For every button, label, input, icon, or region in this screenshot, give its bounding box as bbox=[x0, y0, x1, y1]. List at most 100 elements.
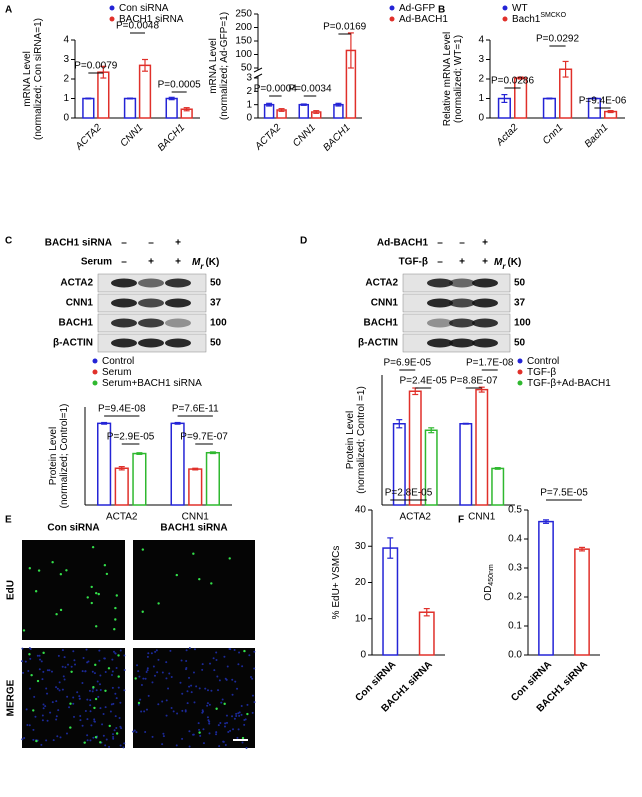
mr-unit: (K) bbox=[205, 257, 219, 268]
nucleus bbox=[218, 679, 221, 682]
p-value: P=2.9E-05 bbox=[107, 432, 155, 443]
error-bar bbox=[278, 108, 285, 112]
nucleus bbox=[23, 737, 26, 740]
error-bar bbox=[100, 65, 107, 79]
nucleus bbox=[253, 650, 256, 653]
nucleus bbox=[102, 734, 105, 737]
nucleus bbox=[86, 734, 89, 737]
error-bar bbox=[209, 451, 216, 455]
error-bar bbox=[591, 97, 598, 100]
error-bar bbox=[607, 109, 614, 114]
error-bar bbox=[118, 466, 125, 471]
nucleus bbox=[86, 718, 89, 721]
edu-dot bbox=[105, 572, 109, 576]
y-axis-label-line: mRNA Level bbox=[208, 38, 219, 94]
band-mw: 50 bbox=[210, 338, 222, 349]
nucleus bbox=[208, 732, 211, 735]
nucleus bbox=[55, 715, 58, 718]
band-mw: 100 bbox=[210, 318, 227, 329]
edu-dot bbox=[70, 670, 73, 673]
nucleus bbox=[143, 710, 146, 713]
nucleus bbox=[79, 714, 82, 717]
nucleus bbox=[145, 670, 148, 673]
nucleus bbox=[38, 654, 41, 657]
nucleus bbox=[237, 663, 240, 666]
nucleus bbox=[161, 671, 164, 674]
nucleus bbox=[63, 656, 66, 659]
nucleus bbox=[68, 706, 71, 709]
nucleus bbox=[185, 659, 188, 662]
nucleus bbox=[235, 712, 238, 715]
nucleus bbox=[46, 692, 49, 695]
nucleus bbox=[119, 725, 122, 728]
nucleus bbox=[81, 724, 84, 727]
condition-sign: + bbox=[482, 257, 488, 268]
panel-letter: B bbox=[438, 5, 445, 16]
condition-label: TGF-β bbox=[399, 257, 428, 268]
legend-marker bbox=[389, 16, 395, 22]
bar bbox=[574, 548, 590, 656]
nucleus bbox=[146, 669, 149, 672]
nucleus bbox=[140, 710, 143, 713]
nucleus bbox=[233, 717, 236, 720]
nucleus bbox=[104, 744, 107, 747]
nucleus bbox=[161, 743, 164, 746]
nucleus bbox=[233, 649, 236, 652]
edu-dot bbox=[215, 707, 218, 710]
nucleus bbox=[123, 742, 126, 745]
nucleus bbox=[221, 698, 224, 701]
error-bar bbox=[462, 422, 469, 425]
band-label: CNN1 bbox=[371, 298, 399, 309]
x-tick-label: Acta2 bbox=[494, 122, 521, 149]
edu-dot bbox=[92, 686, 95, 689]
nucleus bbox=[165, 699, 168, 702]
y-tick-label: 40 bbox=[355, 505, 367, 516]
nucleus bbox=[186, 690, 189, 693]
error-bar bbox=[494, 467, 501, 470]
nucleus bbox=[251, 694, 254, 697]
nucleus bbox=[192, 671, 195, 674]
blot-band bbox=[472, 318, 498, 328]
edu-dot bbox=[59, 572, 63, 576]
nucleus bbox=[165, 714, 168, 717]
nucleus bbox=[181, 737, 184, 740]
edu-dot bbox=[141, 610, 144, 613]
band-mw: 37 bbox=[514, 298, 526, 309]
blot-band bbox=[138, 338, 164, 348]
legend-name: Serum+BACH1 siRNA bbox=[102, 378, 202, 389]
blot-band bbox=[165, 298, 191, 308]
edu-dot bbox=[90, 585, 93, 589]
y-tick-label: 3 bbox=[63, 54, 69, 65]
legend-marker bbox=[502, 5, 508, 11]
y-tick-label: 0.5 bbox=[508, 505, 522, 516]
error-bar bbox=[142, 58, 148, 72]
blot-band bbox=[472, 338, 498, 348]
blot-band bbox=[165, 318, 191, 328]
edu-dot bbox=[32, 709, 35, 712]
nucleus bbox=[188, 730, 191, 733]
x-tick-label: ACTA2 bbox=[73, 122, 104, 153]
nucleus bbox=[251, 711, 254, 714]
nucleus bbox=[237, 712, 240, 715]
y-tick-label: 50 bbox=[241, 63, 253, 74]
bar bbox=[138, 64, 152, 119]
bar bbox=[491, 467, 505, 506]
nucleus bbox=[72, 650, 75, 653]
nucleus bbox=[226, 665, 229, 668]
edu-dot bbox=[104, 689, 107, 692]
nucleus bbox=[59, 736, 62, 739]
band-label: BACH1 bbox=[364, 318, 399, 329]
nucleus bbox=[51, 701, 54, 704]
nucleus bbox=[215, 651, 218, 654]
nucleus bbox=[244, 718, 247, 721]
legend-marker bbox=[517, 380, 523, 386]
nucleus bbox=[111, 658, 114, 661]
nucleus bbox=[81, 682, 84, 685]
x-tick-label: Bach1 bbox=[583, 122, 611, 150]
band-mw: 50 bbox=[514, 338, 526, 349]
error-bar bbox=[423, 607, 430, 617]
nucleus bbox=[102, 712, 105, 715]
nucleus bbox=[238, 711, 241, 714]
nucleus bbox=[111, 686, 114, 689]
nucleus bbox=[57, 654, 60, 657]
